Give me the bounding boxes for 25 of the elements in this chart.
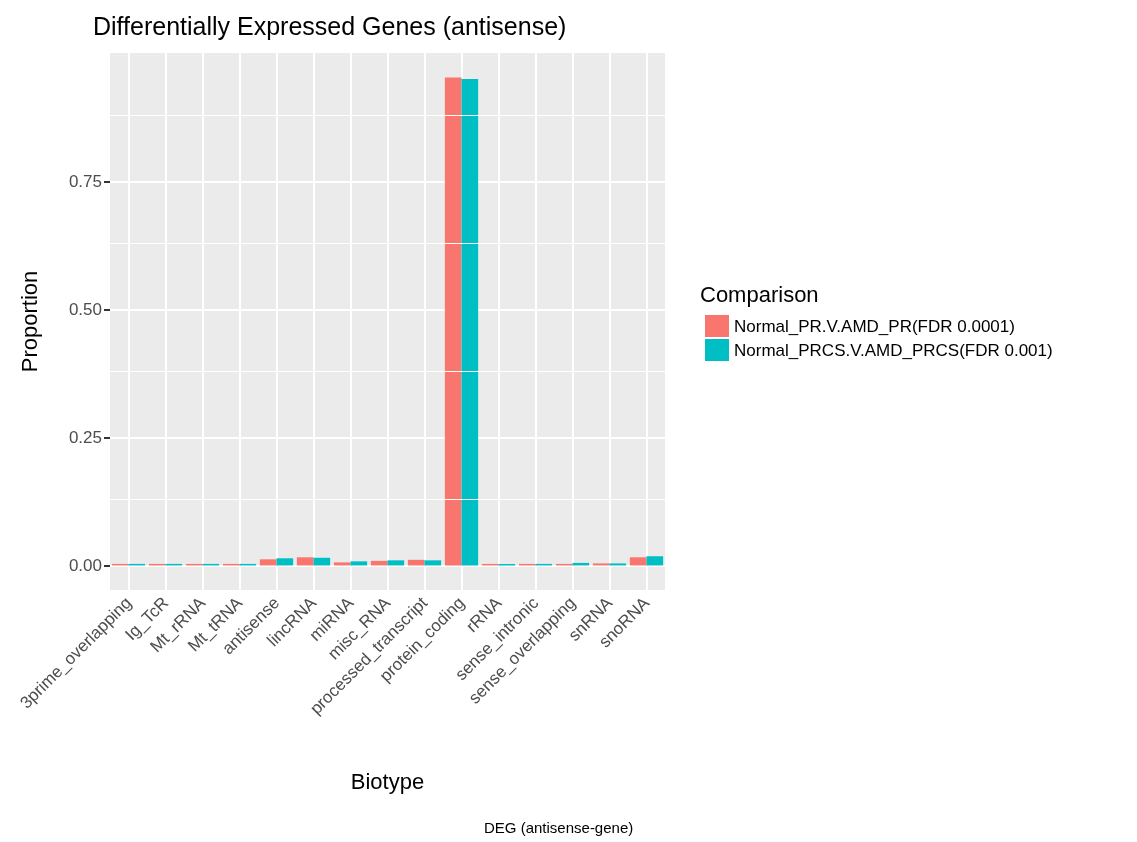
bar [350,561,368,566]
bar [259,559,277,566]
y-tick-label: 0.25 [68,428,102,448]
chart-title: Differentially Expressed Genes (antisense) [93,11,567,40]
legend-label: Normal_PR.V.AMD_PR(FDR 0.0001) [734,316,1015,336]
legend-label: Normal_PRCS.V.AMD_PRCS(FDR 0.001) [734,340,1053,360]
text: DEG (antisense-gene) [484,819,634,836]
bar [461,79,479,566]
bar [592,563,610,566]
x-axis-title: Biotype [350,768,425,794]
bar [444,77,462,566]
bar [609,563,627,566]
bar [387,560,405,566]
bar [424,560,442,566]
bar [646,556,664,566]
legend-title: Comparison [700,281,819,307]
bar [629,557,647,566]
y-axis-title: Proportion [16,270,42,373]
y-tick-label: 0.00 [68,555,102,575]
y-tick-label: 0.75 [68,172,102,192]
bar [333,562,351,566]
bar [407,559,425,566]
bar [296,557,314,566]
y-tick-label: 0.50 [68,300,102,320]
bar [276,558,294,566]
